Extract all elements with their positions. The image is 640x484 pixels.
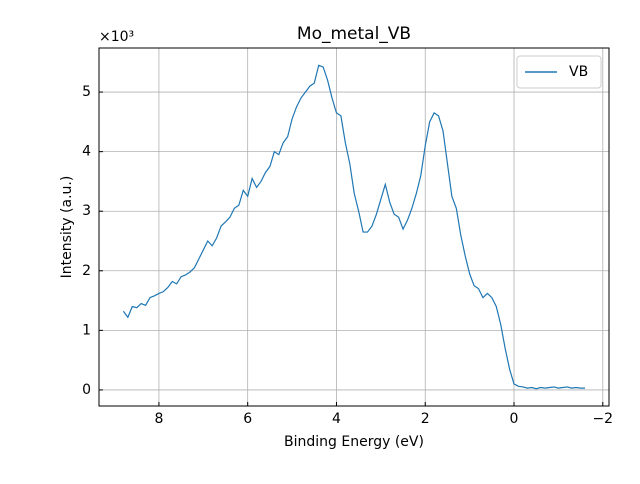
x-axis-label: Binding Energy (eV): [284, 434, 424, 450]
y-tick-label: 4: [82, 144, 91, 160]
legend-box: [516, 55, 602, 89]
plot-frame: [98, 47, 610, 407]
y-tick-label: 0: [82, 382, 91, 398]
data-line: [122, 64, 586, 390]
legend-label: VB: [569, 64, 588, 80]
y-axis-label: Intensity (a.u.): [59, 176, 75, 279]
y-offset-label: ×10³: [99, 29, 134, 45]
x-tick-label: 4: [332, 411, 341, 427]
x-tick-label: 0: [510, 411, 519, 427]
x-tick-label: 6: [243, 411, 252, 427]
y-tick-label: 2: [82, 263, 91, 279]
x-tick-label: −2: [592, 411, 613, 427]
x-tick-label: 2: [421, 411, 430, 427]
y-tick-label: 5: [82, 84, 91, 100]
chart-title: Mo_metal_VB: [297, 24, 411, 44]
y-tick-label: 3: [82, 203, 91, 219]
x-tick-label: 8: [154, 411, 163, 427]
y-tick-label: 1: [82, 322, 91, 338]
